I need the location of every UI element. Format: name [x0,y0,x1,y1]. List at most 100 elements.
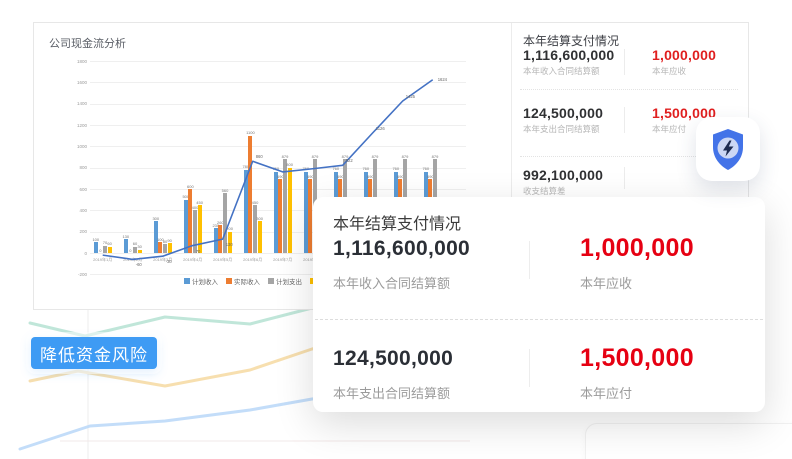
summary-income-caption: 本年收入合同结算额 [523,66,600,76]
popup-title: 本年结算支付情况 [333,216,462,233]
summary-balance-value: 992,100,000 [523,167,604,183]
bar-data-label: 130 [122,233,130,239]
bar-data-label: 879 [311,153,319,159]
y-axis-tick: 1400 [76,101,87,107]
chart-bar [283,159,287,253]
x-axis-label: 2019年1月 [93,257,113,262]
bar-data-label: 300 [256,215,263,221]
settlement-popup-card: 本年结算支付情况 1,116,600,000 本年收入合同结算额 1,000,0… [313,197,765,412]
legend-swatch [268,278,274,284]
summary-receivable-caption: 本年应收 [652,66,687,76]
chart-bar [93,242,98,253]
legend-item: 实际收入 [226,276,260,286]
summary-divider [624,49,625,75]
chart-bar [123,239,128,253]
line-data-label: -30 [165,259,172,265]
popup-expense-value: 124,500,000 [333,347,454,370]
legend-item: 计划支出 [268,276,302,286]
chart-bar [137,249,142,253]
y-axis-tick: 0 [84,250,87,256]
legend-item: 计划收入 [184,276,218,286]
popup-payable-value: 1,500,000 [580,344,694,372]
x-axis-label: 2019年5月 [213,257,233,262]
line-data-label: -60 [135,262,142,268]
chart-bar [163,244,167,253]
chart-bar [278,179,283,253]
bar-data-label: 30 [137,244,142,250]
y-axis-tick: 400 [79,207,87,213]
y-axis-tick: 800 [79,165,87,171]
chart-bar [213,228,218,253]
y-axis-tick: 1200 [76,122,87,128]
bar-data-label: 200 [226,226,233,232]
bar-data-label: 879 [431,153,439,159]
chart-bar [167,243,172,253]
summary-payable-value: 1,500,000 [652,105,717,121]
bar-data-label: 760 [422,166,430,172]
y-axis-tick: 600 [79,186,87,192]
popup-income-caption: 本年收入合同结算额 [333,276,451,291]
chart-bar [303,171,308,253]
chart-bar [257,221,262,253]
popup-payable-caption: 本年应付 [580,386,633,401]
popup-divider [529,241,530,279]
y-axis-tick: 1600 [76,79,87,85]
shield-badge-card [696,117,760,181]
chart-bar [273,171,278,253]
settlement-summary-panel: 本年结算支付情况 1,116,600,000 本年收入合同结算额 1,000,0… [511,23,748,309]
bar-data-label: 100 [92,236,100,242]
chart-bar [183,199,188,253]
popup-receivable-value: 1,000,000 [580,234,694,262]
chart-bar [218,225,223,253]
popup-expense-caption: 本年支出合同结算额 [333,386,451,401]
bar-data-label: 1100 [246,130,255,136]
line-data-label: 1126 [375,125,385,131]
bar-data-label: 560 [221,187,229,193]
bar-data-label: 760 [392,166,400,172]
legend-label: 计划收入 [192,279,218,286]
popup-dashed-separator [315,319,763,320]
chart-bar [248,135,253,253]
summary-income-value: 1,116,600,000 [523,47,615,63]
chart-gridline [90,125,466,126]
chart-gridline [90,82,466,84]
chart-bar [188,189,193,253]
chart-bar [107,246,112,253]
bar-data-label: 879 [401,153,409,159]
bar-data-label: 760 [362,166,370,172]
summary-expense-caption: 本年支出合同结算额 [523,124,600,134]
line-data-label: 130 [225,242,233,248]
line-data-label: 822 [345,158,353,164]
summary-receivable-value: 1,000,000 [652,47,717,63]
chart-bar [308,179,313,253]
legend-swatch [226,278,232,284]
chart-bar [253,205,257,253]
chart-bar [287,167,292,253]
line-data-label: 1624 [437,76,448,82]
legend-label: 计划支出 [276,279,302,286]
line-data-label: 70 [195,248,201,254]
bar-data-label: 90 [167,237,172,243]
chart-gridline [90,274,466,276]
summary-expense-value: 124,500,000 [523,105,604,121]
bar-data-label: 300 [152,215,160,221]
bar-data-label: 450 [251,199,259,205]
y-axis-tick: 1800 [76,58,87,64]
summary-balance-caption: 收支结算差 [523,186,566,196]
chart-bar [197,205,202,253]
chart-gridline [90,61,466,62]
bar-data-label: 0 [99,247,102,253]
popup-income-value: 1,116,600,000 [333,237,471,260]
bar-data-label: 0 [129,247,132,253]
summary-separator [520,89,738,90]
x-axis-label: 2019年7月 [273,257,293,262]
line-data-label: 1425 [405,94,416,99]
line-data-label: 860 [255,154,263,160]
bar-data-label: 450 [196,199,203,205]
y-axis-tick: 1000 [76,143,87,149]
bar-data-label: 760 [302,166,310,172]
legend-swatch [184,278,190,284]
summary-payable-caption: 本年应付 [652,124,687,134]
summary-title: 本年结算支付情况 [523,34,620,48]
